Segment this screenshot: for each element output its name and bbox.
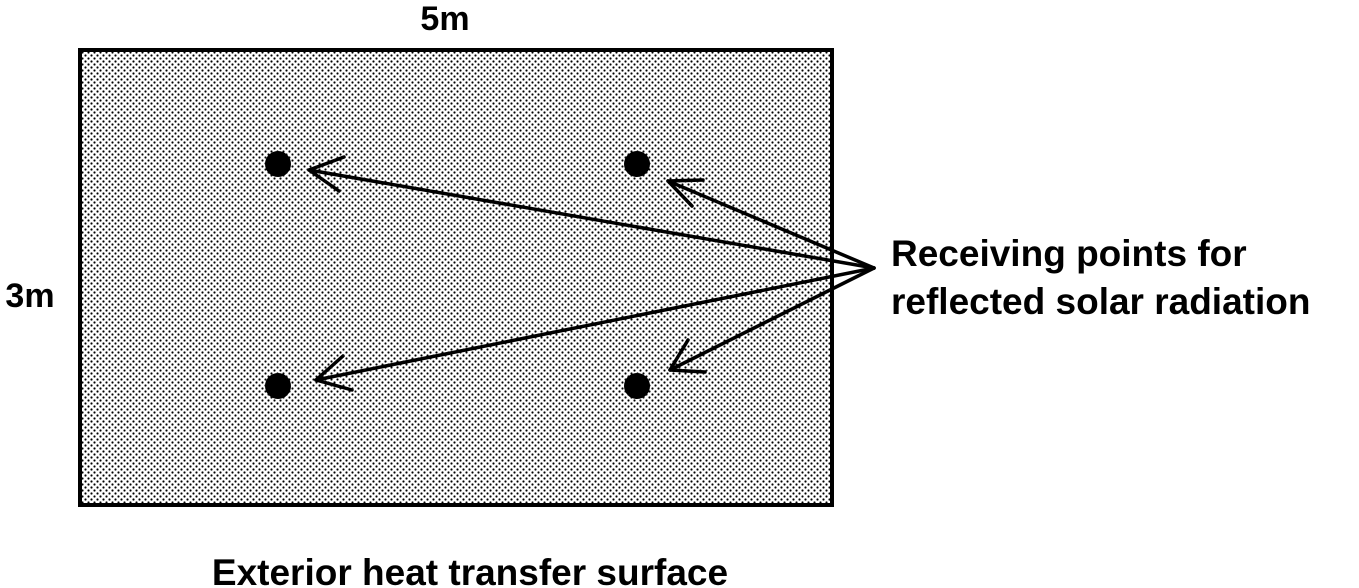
- receiving-point-bottom-left: [265, 373, 291, 399]
- arrow-to-bottom-right: [668, 266, 876, 374]
- receiving-points-label-line1: Receiving points for: [891, 233, 1247, 274]
- receiving-point-top-left: [265, 151, 291, 177]
- receiving-points-label-line2: reflected solar radiation: [891, 281, 1310, 322]
- receiving-point-top-right: [624, 151, 650, 177]
- width-label: 5m: [420, 0, 469, 38]
- arrow-to-top-left: [307, 155, 876, 270]
- surface-caption: Exterior heat transfer surface: [212, 552, 728, 588]
- receiving-point-bottom-right: [624, 373, 650, 399]
- arrow-to-top-right: [666, 178, 876, 270]
- exterior-surface-rect: [78, 48, 834, 507]
- arrow-to-bottom-left: [314, 266, 876, 392]
- height-label: 3m: [5, 277, 54, 315]
